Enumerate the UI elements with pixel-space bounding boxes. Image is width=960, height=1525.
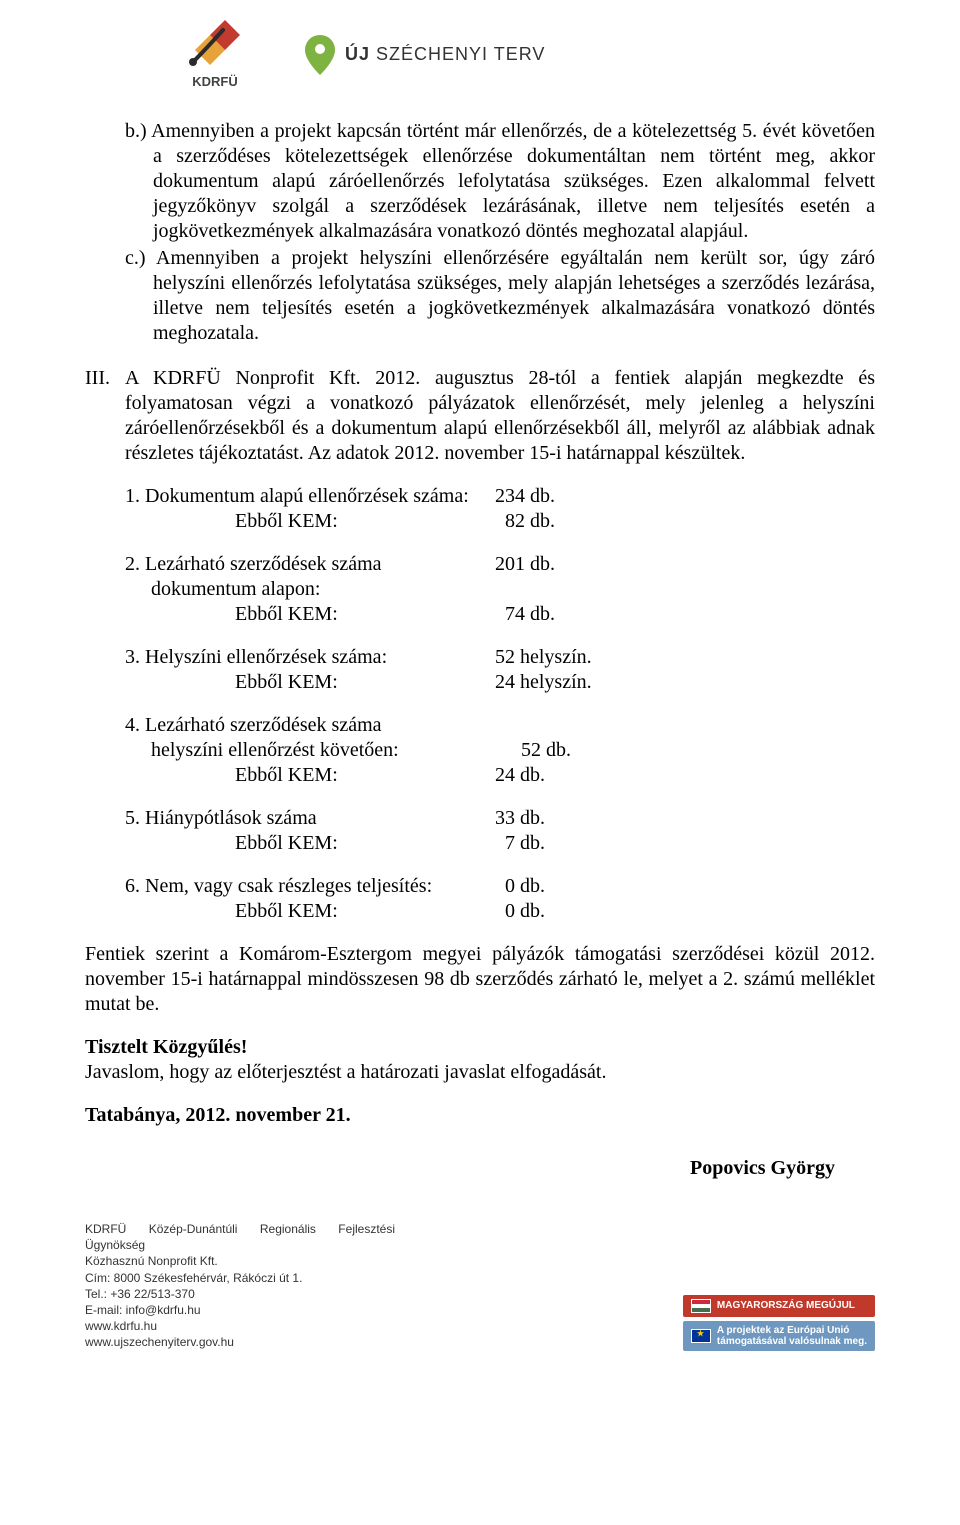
item-num: 1. [125,485,140,507]
footer-line: Közhasznú Nonprofit Kft. [85,1253,395,1269]
item-num: 5. [125,807,140,829]
badge-eu: A projektek az Európai Unió támogatásáva… [683,1321,875,1351]
list-item: 3. Helyszíni ellenőrzések száma: 52 hely… [125,645,875,695]
badge-hu-text: MAGYARORSZÁG MEGÚJUL [717,1300,855,1311]
footer-line: KDRFÜ Közép-Dunántúli Regionális Fejlesz… [85,1221,395,1253]
numbered-list: 1. Dokumentum alapú ellenőrzések száma: … [125,484,875,924]
item-value: 0 db. [495,874,545,899]
closing-block: Tisztelt Közgyűlés! Javaslom, hogy az el… [85,1035,875,1085]
list-item: 2. Lezárható szerződések száma 201 db. d… [125,552,875,627]
signatory: Popovics György [85,1156,875,1181]
closing-text: Javaslom, hogy az előterjesztést a határ… [85,1060,875,1085]
badge-eu-text: A projektek az Európai Unió támogatásáva… [717,1325,867,1347]
footer-badges: MAGYARORSZÁG MEGÚJUL A projektek az Euró… [683,1295,875,1351]
section-iii: III. A KDRFÜ Nonprofit Kft. 2012. augusz… [85,366,875,466]
item-label2: dokumentum alapon: [125,577,521,602]
szechenyi-logo: ÚJ SZÉCHENYI TERV [305,35,545,75]
footer-contact: KDRFÜ Közép-Dunántúli Regionális Fejlesz… [85,1221,395,1351]
item-label: Helyszíni ellenőrzések száma: [145,646,387,668]
list-item: 6. Nem, vagy csak részleges teljesítés: … [125,874,875,924]
szechenyi-prefix: ÚJ [345,44,370,64]
item-sub-value: 24 db. [495,763,545,788]
paragraph-c: c.) Amennyiben a projekt helyszíni ellen… [125,246,875,346]
paragraph-b: b.) Amennyiben a projekt kapcsán történt… [125,119,875,244]
kdrfu-logo: KDRFÜ [185,20,245,89]
item-value: 234 db. [495,484,555,509]
szechenyi-main: SZÉCHENYI TERV [376,44,545,64]
item-label: Hiánypótlások száma [145,807,317,829]
flag-eu-icon [691,1329,711,1343]
kdrfu-logo-icon [185,20,245,70]
item-sub-label: Ebből KEM: [125,763,495,788]
item-sub-value: 82 db. [495,509,555,534]
section-iii-marker: III. [85,366,125,466]
footer-line: Tel.: +36 22/513-370 [85,1286,395,1302]
footer-line: E-mail: info@kdrfu.hu [85,1302,395,1318]
item-label: Nem, vagy csak részleges teljesítés: [145,875,432,897]
item-label2: helyszíni ellenőrzést követően: [125,738,521,763]
item-sub-label: Ebből KEM: [125,509,495,534]
closing-title: Tisztelt Közgyűlés! [85,1035,875,1060]
szechenyi-logo-text: ÚJ SZÉCHENYI TERV [345,44,545,65]
date-line: Tatabánya, 2012. november 21. [85,1103,875,1128]
page-footer: KDRFÜ Közép-Dunántúli Regionális Fejlesz… [85,1221,875,1351]
document-page: KDRFÜ ÚJ SZÉCHENYI TERV b.) Amennyiben a… [0,0,960,1381]
item-sub-value: 74 db. [495,602,555,627]
item-value: 52 db. [521,738,571,763]
item-num: 2. [125,553,140,575]
header-logos: KDRFÜ ÚJ SZÉCHENYI TERV [185,20,875,89]
section-iii-body: A KDRFÜ Nonprofit Kft. 2012. augusztus 2… [125,366,875,466]
item-sub-label: Ebből KEM: [125,670,495,695]
item-value: 33 db. [495,806,545,831]
item-num: 3. [125,646,140,668]
item-label: Lezárható szerződések száma [145,714,382,736]
item-sub-value: 24 helyszín. [495,670,592,695]
list-item: 4. Lezárható szerződések száma helyszíni… [125,713,875,788]
kdrfu-logo-text: KDRFÜ [192,74,238,89]
item-sub-label: Ebből KEM: [125,602,495,627]
item-sub-label: Ebből KEM: [125,899,495,924]
flag-hungary-icon [691,1299,711,1313]
footer-line: www.kdrfu.hu [85,1318,395,1334]
item-num: 4. [125,714,140,736]
footer-line: Cím: 8000 Székesfehérvár, Rákóczi út 1. [85,1270,395,1286]
item-num: 6. [125,875,140,897]
list-item: 1. Dokumentum alapú ellenőrzések száma: … [125,484,875,534]
item-label: Dokumentum alapú ellenőrzések száma: [145,485,469,507]
item-sub-value: 7 db. [495,831,545,856]
item-label: Lezárható szerződések száma [145,553,382,575]
footer-line: www.ujszechenyiterv.gov.hu [85,1334,395,1350]
item-value: 201 db. [495,552,555,577]
item-sub-label: Ebből KEM: [125,831,495,856]
badge-hungary: MAGYARORSZÁG MEGÚJUL [683,1295,875,1317]
item-value: 52 helyszín. [495,645,592,670]
item-sub-value: 0 db. [495,899,545,924]
summary-paragraph: Fentiek szerint a Komárom-Esztergom megy… [85,942,875,1017]
szechenyi-pin-icon [305,35,335,75]
list-item: 5. Hiánypótlások száma 33 db. Ebből KEM:… [125,806,875,856]
